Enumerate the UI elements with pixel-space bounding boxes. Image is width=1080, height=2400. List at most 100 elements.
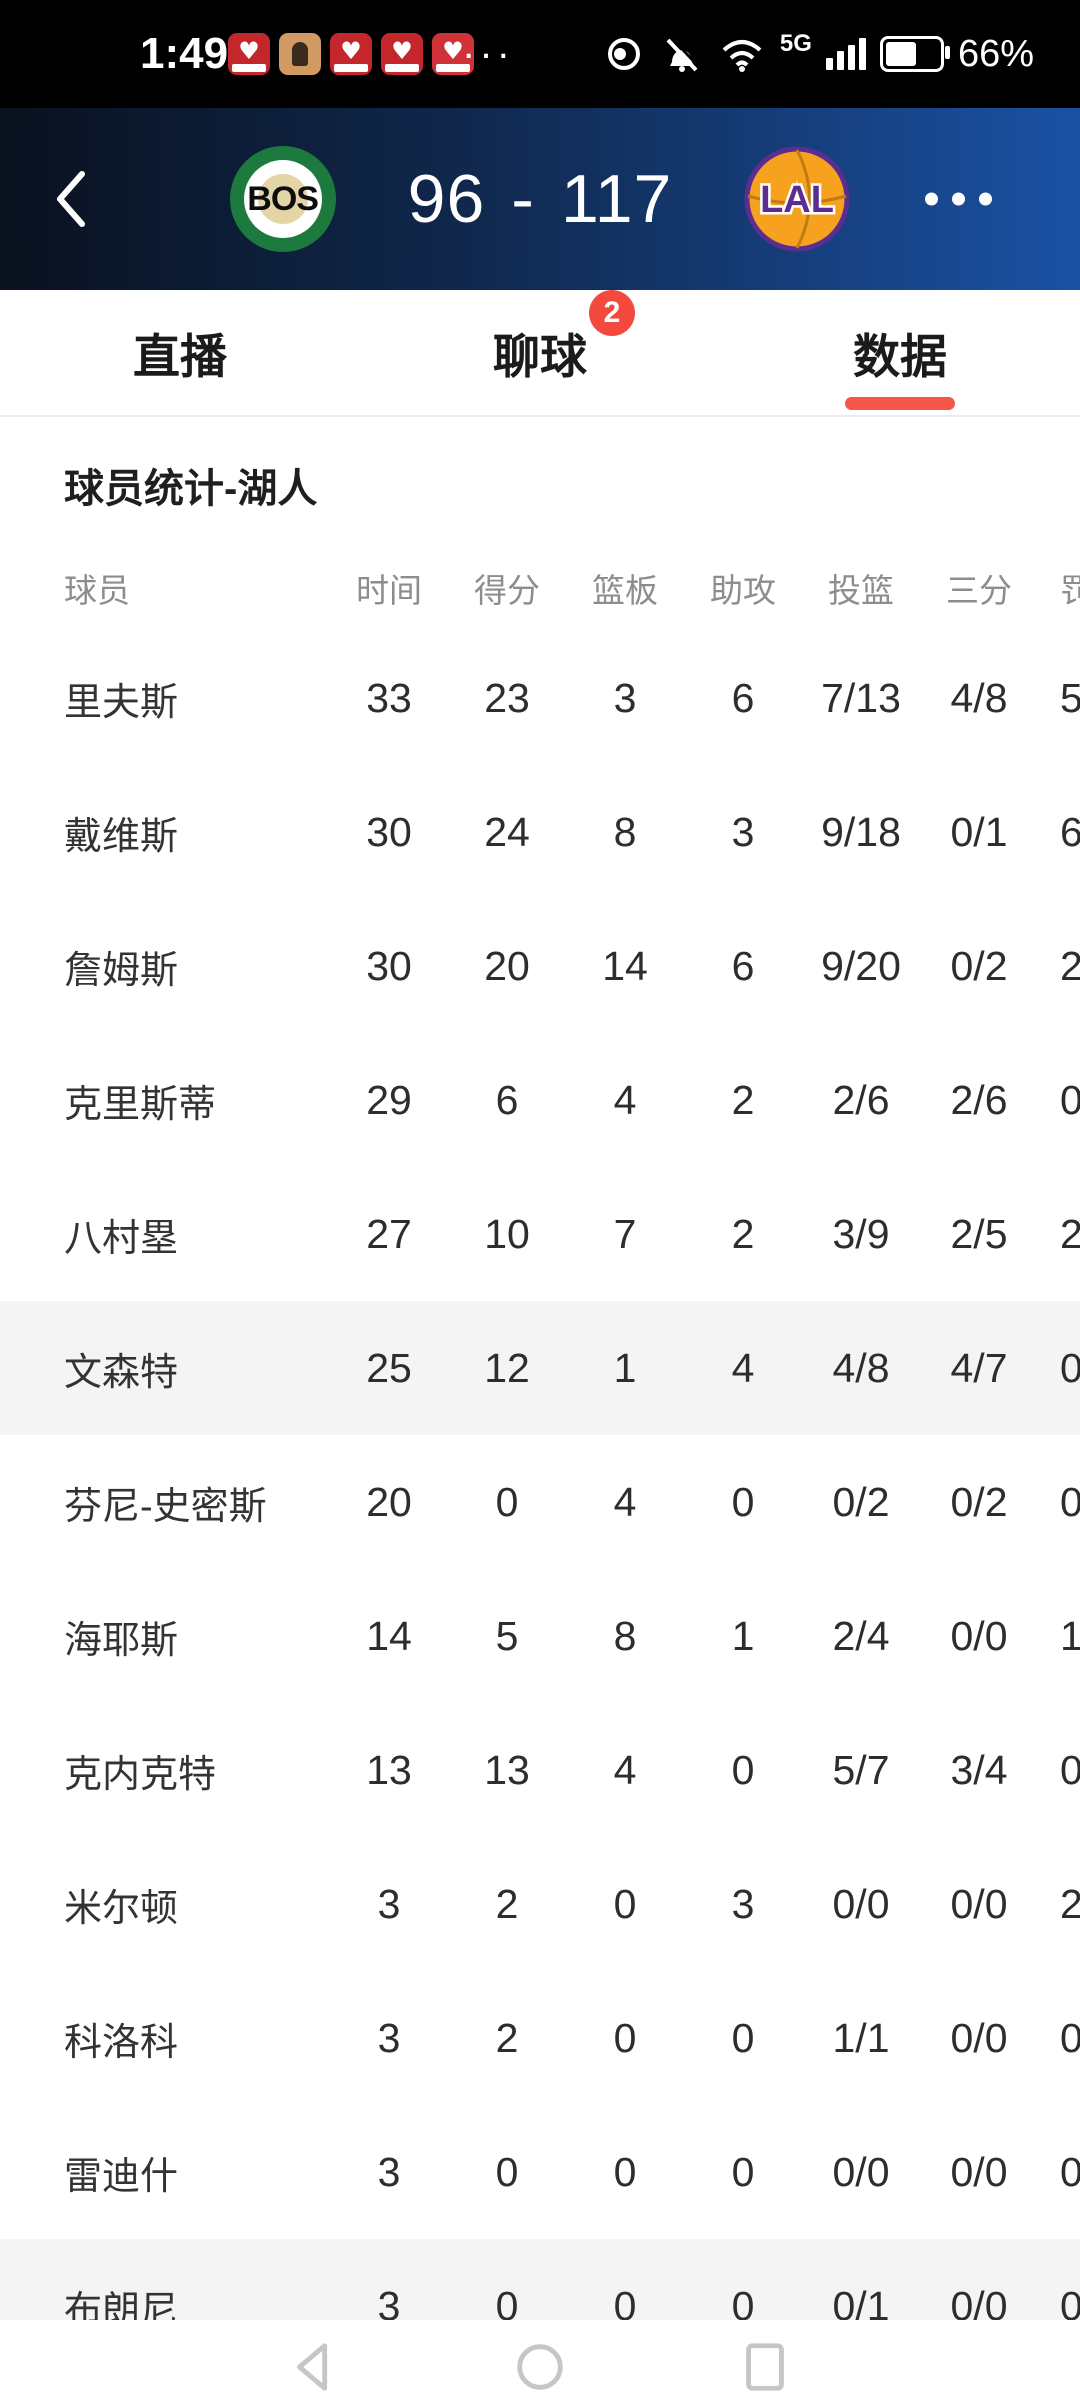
cell-name: 克里斯蒂 xyxy=(64,1083,217,1126)
home-score: 96 xyxy=(407,161,486,237)
tab-聊球[interactable]: 聊球 2 xyxy=(360,290,720,415)
cell-fg: 1/1 xyxy=(832,2014,890,2061)
player-row[interactable]: 海耶斯 14 5 8 1 2/4 0/0 1 xyxy=(0,1569,1080,1703)
tab-badge: 2 xyxy=(589,290,635,336)
nav-recents-button[interactable] xyxy=(736,2320,794,2400)
player-row[interactable]: 雷迪什 3 0 0 0 0/0 0/0 0 xyxy=(0,2105,1080,2239)
back-button[interactable] xyxy=(44,164,104,234)
cell-name: 海耶斯 xyxy=(64,1619,179,1662)
score: 96 - 117 xyxy=(408,160,673,238)
signal-icon xyxy=(825,38,866,70)
home-circle-icon xyxy=(517,2344,563,2390)
cell-pts: 6 xyxy=(495,1076,519,1123)
network-type-label: 5G xyxy=(779,30,812,57)
cell-ft: 0 xyxy=(1060,1746,1080,1793)
cell-three: 0/1 xyxy=(950,808,1008,855)
cell-ast: 2 xyxy=(731,1076,755,1123)
player-row[interactable]: 八村塁 27 10 7 2 3/9 2/5 2 xyxy=(0,1167,1080,1301)
cell-ast: 4 xyxy=(731,1344,755,1391)
cell-name: 克内克特 xyxy=(64,1753,217,1796)
cell-ft: 2 xyxy=(1060,1210,1080,1257)
status-right-cluster: 5G 66% xyxy=(602,0,1034,108)
cell-name: 芬尼-史密斯 xyxy=(64,1485,267,1528)
cell-three: 0/0 xyxy=(950,1612,1008,1659)
cell-pts: 0 xyxy=(495,2148,519,2195)
figure-glyph xyxy=(292,42,308,66)
cell-min: 30 xyxy=(366,942,412,989)
cell-reb: 0 xyxy=(613,1880,637,1927)
cell-name: 八村塁 xyxy=(64,1217,179,1260)
player-row[interactable]: 詹姆斯 30 20 14 6 9/20 0/2 2 xyxy=(0,899,1080,1033)
cell-ast: 3 xyxy=(731,808,755,855)
cell-three: 0/0 xyxy=(950,2148,1008,2195)
cell-name: 文森特 xyxy=(64,1351,179,1394)
more-options-button[interactable] xyxy=(925,192,992,206)
column-header-5: 助攻 xyxy=(710,572,776,609)
cell-reb: 7 xyxy=(613,1210,637,1257)
wifi-icon xyxy=(722,40,762,72)
cell-min: 30 xyxy=(366,808,412,855)
tab-bar: 直播 聊球 2 数据 xyxy=(0,290,1080,417)
cell-name: 戴维斯 xyxy=(64,815,179,858)
cell-pts: 5 xyxy=(495,1612,519,1659)
player-stats-table: 里夫斯 33 23 3 6 7/13 4/8 5 戴维斯 30 24 8 3 9/18 0/1 6 詹姆斯 30 2… xyxy=(0,631,1080,2373)
cell-pts: 12 xyxy=(484,1344,530,1391)
tab-数据[interactable]: 数据 xyxy=(720,290,1080,415)
cell-name: 詹姆斯 xyxy=(64,949,179,992)
away-team-abbr: LAL xyxy=(760,179,834,221)
red-heart-app-notification-icon: ♥ xyxy=(330,33,372,75)
label-strip xyxy=(232,64,266,72)
cell-fg: 3/9 xyxy=(832,1210,890,1257)
player-row[interactable]: 米尔顿 3 2 0 3 0/0 0/0 2 xyxy=(0,1837,1080,1971)
cell-ast: 0 xyxy=(731,2282,755,2329)
cell-fg: 9/18 xyxy=(821,808,901,855)
cell-ft: 2 xyxy=(1060,942,1080,989)
player-row[interactable]: 戴维斯 30 24 8 3 9/18 0/1 6 xyxy=(0,765,1080,899)
heart-glyph: ♥ xyxy=(340,37,362,65)
cell-min: 3 xyxy=(377,2014,401,2061)
cell-min: 13 xyxy=(366,1746,412,1793)
cell-pts: 24 xyxy=(484,808,530,855)
cell-fg: 0/2 xyxy=(832,1478,890,1525)
nav-home-button[interactable] xyxy=(511,2320,569,2400)
tab-直播[interactable]: 直播 xyxy=(0,290,360,415)
cell-ast: 6 xyxy=(731,942,755,989)
cell-ast: 6 xyxy=(731,674,755,721)
cell-three: 4/7 xyxy=(950,1344,1008,1391)
cell-name: 科洛科 xyxy=(64,2021,179,2064)
recents-square-icon xyxy=(746,2343,784,2391)
player-row[interactable]: 科洛科 3 2 0 0 1/1 0/0 0 xyxy=(0,1971,1080,2105)
cell-ft: 0 xyxy=(1060,2148,1080,2195)
column-header-4: 篮板 xyxy=(592,572,658,609)
heart-glyph: ♥ xyxy=(238,37,260,65)
player-row[interactable]: 文森特 25 12 1 4 4/8 4/7 0 xyxy=(0,1301,1080,1435)
cell-three: 0/2 xyxy=(950,1478,1008,1525)
cell-pts: 20 xyxy=(484,942,530,989)
nav-back-button[interactable] xyxy=(286,2320,344,2400)
cell-reb: 0 xyxy=(613,2148,637,2195)
cell-three: 0/0 xyxy=(950,2014,1008,2061)
active-tab-underline xyxy=(845,397,955,410)
red-heart-app-notification-icon: ♥ xyxy=(228,33,270,75)
tab-label: 直播 xyxy=(133,330,227,383)
player-row[interactable]: 克里斯蒂 29 6 4 2 2/6 2/6 0 xyxy=(0,1033,1080,1167)
cell-ft: 1 xyxy=(1060,1612,1080,1659)
cell-ast: 0 xyxy=(731,1478,755,1525)
cell-min: 3 xyxy=(377,2148,401,2195)
player-row[interactable]: 克内克特 13 13 4 0 5/7 3/4 0 xyxy=(0,1703,1080,1837)
player-row[interactable]: 芬尼-史密斯 20 0 4 0 0/2 0/2 0 xyxy=(0,1435,1080,1569)
cell-reb: 4 xyxy=(613,1746,637,1793)
cell-ast: 0 xyxy=(731,2014,755,2061)
system-navigation-bar xyxy=(0,2320,1080,2400)
away-score: 117 xyxy=(560,161,673,237)
cell-reb: 1 xyxy=(613,1344,637,1391)
back-triangle-icon xyxy=(297,2343,328,2391)
cell-pts: 13 xyxy=(484,1746,530,1793)
cell-ast: 0 xyxy=(731,2148,755,2195)
column-header-8: 罚球 xyxy=(1060,572,1080,609)
cell-reb: 3 xyxy=(613,674,637,721)
red-heart-app-notification-icon: ♥ xyxy=(381,33,423,75)
player-row[interactable]: 里夫斯 33 23 3 6 7/13 4/8 5 xyxy=(0,631,1080,765)
cell-three: 3/4 xyxy=(950,1746,1008,1793)
